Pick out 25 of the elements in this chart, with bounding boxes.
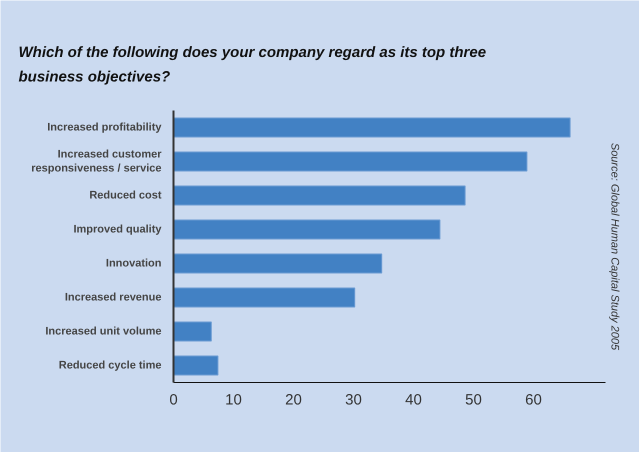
x-tick-label: 30 [345,392,362,408]
chart-title: Which of the following does your company regard as its top three business objectives? [18,44,486,86]
x-tick-label: 20 [285,392,302,408]
bar [174,355,218,376]
y-tick-label: Increased customer responsiveness / service [31,148,162,175]
bar [174,287,356,308]
bar [174,151,528,172]
source-note: Source: Global Human Capital Study 2005 [608,142,620,352]
bar [174,253,382,274]
y-tick-label: Improved quality [73,224,162,236]
bar [174,321,212,342]
y-tick-label: Reduced cost [89,190,162,202]
x-tick-label: 0 [169,392,178,408]
x-tick-label: 60 [525,392,542,408]
bar [174,117,571,138]
y-tick-label: Innovation [106,258,162,270]
y-tick-label: Increased profitability [47,122,162,134]
y-tick-label: Increased revenue [64,292,162,304]
bar [174,185,466,206]
y-tick-label: Reduced cycle time [58,360,162,372]
x-tick-label: 10 [225,392,242,408]
y-tick-label: Increased unit volume [45,326,162,338]
x-tick-label: 50 [465,392,482,408]
x-tick-label: 40 [405,392,422,408]
bar [174,219,440,240]
